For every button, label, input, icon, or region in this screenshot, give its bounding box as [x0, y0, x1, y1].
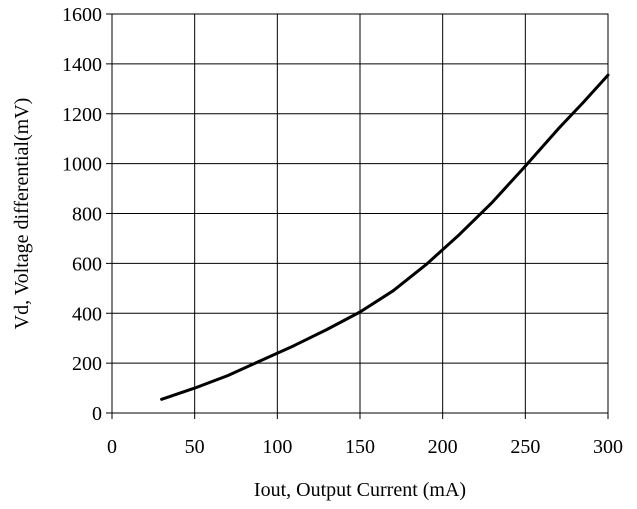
- x-tick-label: 50: [185, 436, 205, 458]
- y-tick-labels: 0 200 400 600 800 1000 1200 1400 1600: [62, 4, 102, 425]
- y-tick-label: 800: [72, 204, 102, 226]
- x-tick-label: 250: [510, 436, 540, 458]
- y-tick-label: 400: [72, 303, 102, 325]
- grid-lines: [106, 13, 609, 419]
- x-tick-label: 100: [262, 436, 292, 458]
- x-axis-label: Iout, Output Current (mA): [254, 479, 466, 501]
- y-tick-label: 600: [72, 253, 102, 275]
- y-tick-label: 0: [92, 403, 102, 425]
- series-line: [160, 73, 610, 401]
- series-layer: [160, 73, 610, 401]
- y-tick-label: 1200: [62, 104, 102, 126]
- y-tick-label: 1600: [62, 4, 102, 26]
- x-tick-label: 300: [593, 436, 623, 458]
- x-tick-label: 150: [345, 436, 375, 458]
- x-tick-label: 200: [428, 436, 458, 458]
- x-tick-labels: 0 50 100 150 200 250 300: [107, 436, 623, 458]
- y-tick-label: 1400: [62, 54, 102, 76]
- y-tick-label: 200: [72, 353, 102, 375]
- x-tick-label: 0: [107, 436, 117, 458]
- plot-frame: [111, 13, 609, 414]
- y-axis-label: Vd, Voltage differential(mV): [11, 98, 33, 330]
- y-tick-label: 1000: [62, 154, 102, 176]
